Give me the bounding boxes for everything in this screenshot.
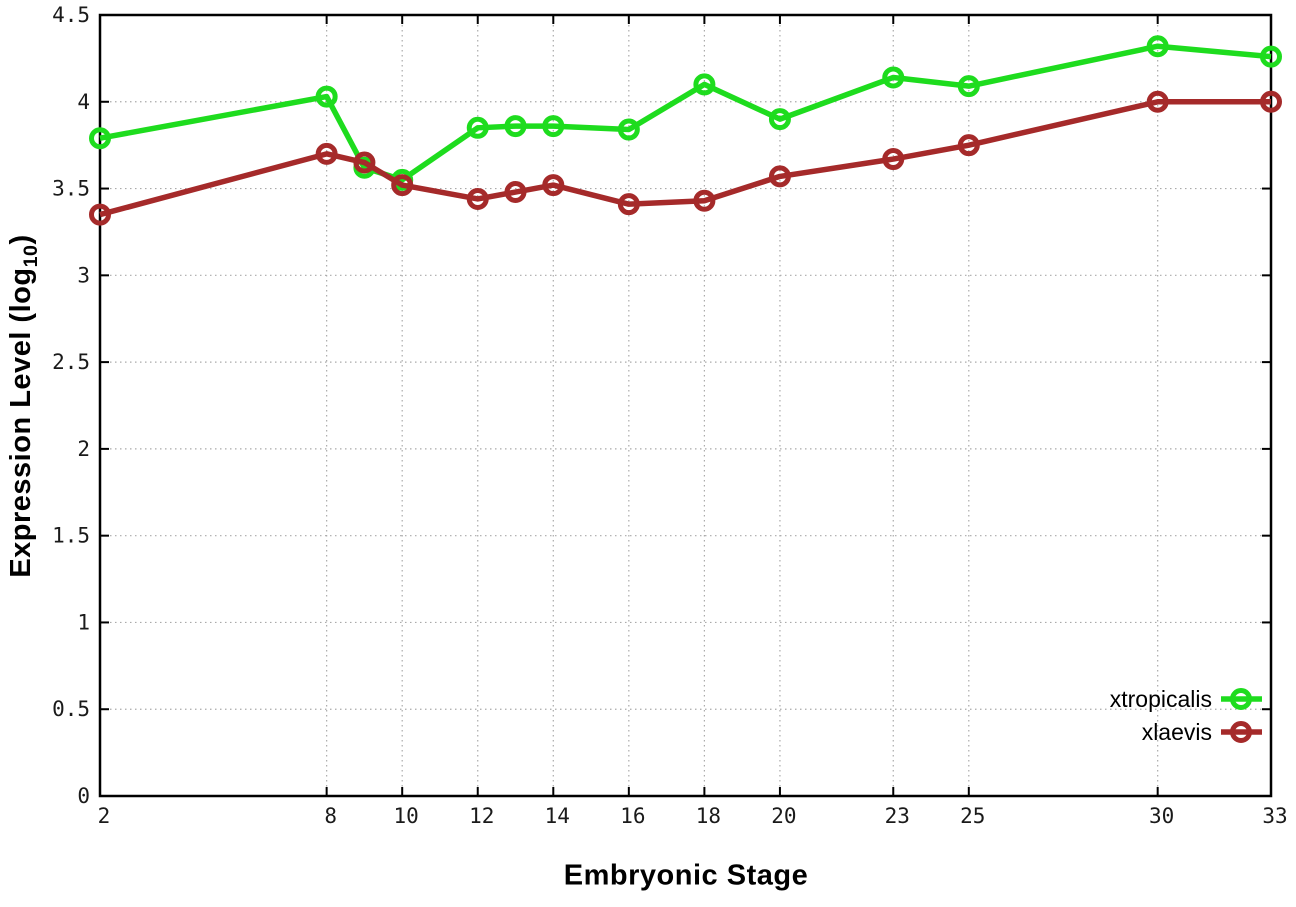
data-point-marker: [315, 142, 338, 165]
y-tick-label: 4.5: [52, 3, 90, 27]
x-tick-label: 16: [620, 804, 645, 828]
legend: xtropicalis xlaevis: [1110, 686, 1262, 745]
x-tick-label: 23: [885, 804, 910, 828]
data-point-marker: [882, 66, 905, 89]
x-tick-label: 10: [394, 804, 419, 828]
y-tick-label: 2.5: [52, 350, 90, 374]
y-tick-label: 0.5: [52, 697, 90, 721]
x-tick-label: 33: [1262, 804, 1287, 828]
data-point-marker: [693, 73, 716, 96]
data-point-marker: [542, 115, 565, 138]
x-tick-label: 12: [469, 804, 494, 828]
y-tick-label: 0: [77, 784, 90, 808]
data-point-marker: [89, 127, 111, 150]
data-point-marker: [957, 134, 980, 157]
legend-label: xtropicalis: [1110, 686, 1212, 712]
data-point-marker: [693, 189, 716, 212]
y-tick-label: 2: [77, 437, 90, 461]
data-point-marker: [89, 203, 111, 226]
data-point-marker: [617, 193, 640, 216]
legend-marker: [1230, 688, 1252, 710]
plot-border: [98, 13, 1273, 798]
y-axis-title: Expression Level (log10): [5, 234, 43, 577]
legend-entry-xtropicalis: xtropicalis: [1110, 686, 1262, 712]
data-point-marker: [466, 187, 489, 210]
series-markers-xlaevis: [89, 90, 1282, 226]
grid-lines: [99, 14, 1272, 797]
y-tick-label: 4: [77, 90, 90, 114]
y-axis-title-subscript: 10: [19, 244, 42, 268]
axis-ticks: [99, 14, 1272, 797]
y-tick-label: 3.5: [52, 177, 90, 201]
data-point-marker: [542, 174, 565, 197]
y-tick-label: 1: [77, 610, 90, 634]
x-tick-label: 18: [696, 804, 721, 828]
y-axis-title-text: Expression Level (log: [5, 267, 38, 578]
data-point-marker: [504, 115, 527, 138]
data-point-marker: [353, 151, 376, 174]
series-line-xtropicalis: [99, 43, 1272, 183]
data-point-marker: [391, 174, 414, 197]
x-tick-label: 30: [1149, 804, 1174, 828]
data-point-marker: [768, 165, 791, 188]
x-tick-label: 25: [960, 804, 985, 828]
x-tick-label: 8: [324, 804, 337, 828]
x-axis-title: Embryonic Stage: [563, 859, 809, 892]
data-point-marker: [1260, 90, 1282, 113]
data-point-marker: [1260, 45, 1282, 68]
data-point-marker: [882, 148, 905, 171]
data-point-marker: [957, 75, 980, 98]
series-line-xlaevis: [99, 99, 1271, 218]
data-point-marker: [617, 118, 640, 141]
data-point-marker: [315, 85, 338, 108]
legend-label: xlaevis: [1142, 719, 1212, 745]
data-point-marker: [1146, 90, 1169, 113]
x-tick-label: 14: [545, 804, 570, 828]
x-tick-label: 20: [771, 804, 796, 828]
y-tick-label: 1.5: [52, 524, 90, 548]
legend-entry-xlaevis: xlaevis: [1142, 719, 1262, 745]
data-point-marker: [1146, 35, 1169, 58]
data-point-marker: [768, 108, 791, 131]
legend-marker: [1230, 721, 1252, 743]
x-tick-label: 2: [98, 804, 111, 828]
data-point-marker: [504, 181, 527, 204]
y-tick-label: 3: [77, 263, 90, 287]
data-point-marker: [466, 116, 489, 139]
y-axis-title-close: ): [5, 234, 38, 245]
